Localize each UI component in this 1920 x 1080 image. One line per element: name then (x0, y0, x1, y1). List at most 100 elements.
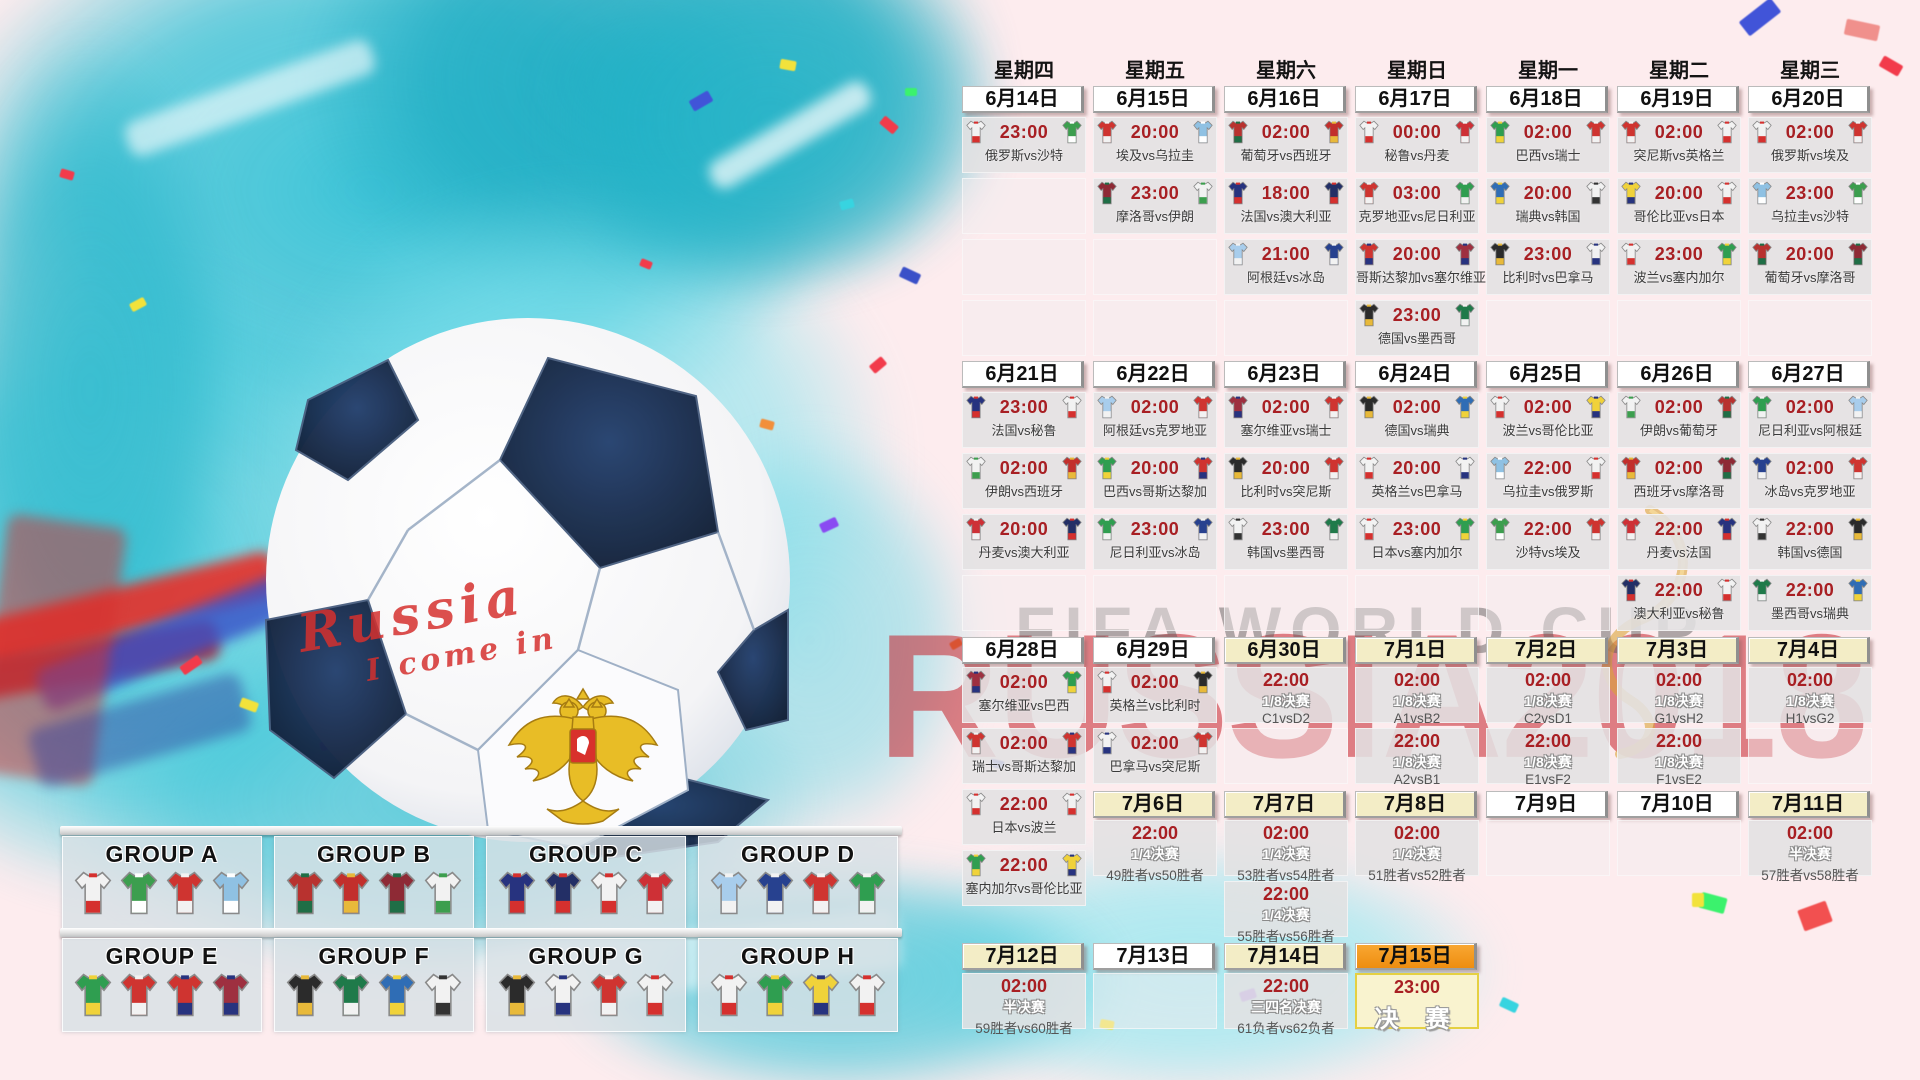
pairing-label: C1vsD2 (1261, 711, 1310, 726)
match-cell: 20:00 瑞典vs韩国 (1486, 178, 1610, 234)
jersey-icon (1455, 456, 1475, 480)
empty-cell (1617, 820, 1741, 876)
jersey-icon (1621, 456, 1641, 480)
match-time: 22:00 (1262, 670, 1310, 690)
empty-cell (1617, 300, 1741, 356)
empty-cell (962, 178, 1086, 234)
group-title: GROUP D (741, 841, 855, 867)
empty-cell (1224, 728, 1348, 784)
soccer-ball-artwork (248, 300, 808, 860)
knockout-cell: 22:00 1/8决赛 F1vsE2 (1617, 728, 1741, 787)
match-label: 日本vs波兰 (991, 820, 1057, 835)
match-cell: 20:00 哥斯达黎加vs塞尔维亚 (1355, 239, 1486, 295)
group-title: GROUP F (318, 943, 430, 969)
date-box: 6月16日 (1224, 86, 1346, 113)
jersey-icon (966, 731, 986, 755)
jersey-icon (1752, 120, 1772, 144)
match-cell: 22:00 丹麦vs法国 (1617, 514, 1741, 570)
final-cell: 23:00 决 赛 (1355, 973, 1479, 1033)
date-box: 6月24日 (1355, 361, 1477, 388)
jersey-icon (1324, 456, 1344, 480)
jersey-icon (1717, 456, 1737, 480)
jersey-icon (1490, 456, 1510, 480)
match-cell: 02:00 德国vs瑞典 (1355, 392, 1479, 448)
match-time: 02:00 (1524, 670, 1572, 690)
final-label: 决 赛 (1374, 1006, 1460, 1033)
jersey-icon (1586, 120, 1606, 144)
match-label: 日本vs塞内加尔 (1371, 545, 1463, 560)
empty-cell (1093, 239, 1217, 295)
jersey-icon (710, 973, 748, 1017)
jersey-icon (544, 871, 582, 915)
jersey-icon (1455, 120, 1475, 144)
jersey-icon (1193, 670, 1213, 694)
date-box: 6月28日 (962, 637, 1084, 664)
round-label: 1/4决赛 (1262, 846, 1310, 862)
confetti-piece (1797, 900, 1833, 932)
empty-cell (962, 239, 1086, 295)
jersey-icon (1455, 242, 1475, 266)
date-box: 7月2日 (1486, 637, 1608, 664)
jersey-icon (1359, 395, 1379, 419)
match-cell: 20:00 比利时vs突尼斯 (1224, 453, 1348, 509)
group-panel: GROUP E (62, 938, 262, 1032)
pairing-label: 55胜者vs56胜者 (1237, 929, 1335, 944)
weekday-label: 星期二 (1649, 60, 1709, 82)
jersey-icon (1717, 181, 1737, 205)
jersey-icon (1586, 456, 1606, 480)
knockout-cell: 02:00 1/8决赛 C2vsD1 (1486, 667, 1610, 726)
match-label: 埃及vs乌拉圭 (1115, 148, 1194, 163)
match-label: 突尼斯vs英格兰 (1633, 148, 1725, 163)
match-cell: 20:00 哥伦比亚vs日本 (1617, 178, 1741, 234)
jersey-icon (1752, 456, 1772, 480)
round-label: 1/8决赛 (1655, 754, 1703, 770)
match-time: 23:00 (1130, 518, 1180, 539)
match-cell: 00:00 秘鲁vs丹麦 (1355, 117, 1479, 173)
match-time: 23:00 (999, 121, 1049, 142)
match-label: 巴西vs瑞士 (1515, 148, 1581, 163)
match-cell: 20:00 葡萄牙vs摩洛哥 (1748, 239, 1872, 295)
match-time: 02:00 (1654, 121, 1704, 142)
pairing-label: A1vsB2 (1393, 711, 1441, 726)
jersey-icon (966, 120, 986, 144)
confetti-piece (905, 88, 917, 96)
knockout-cell: 02:00 1/8决赛 H1vsG2 (1748, 667, 1872, 726)
match-cell: 20:00 丹麦vs澳大利亚 (962, 514, 1086, 570)
weekday-label: 星期五 (1125, 60, 1185, 82)
jersey-icon (1228, 181, 1248, 205)
match-label: 德国vs瑞典 (1384, 423, 1450, 438)
match-time: 02:00 (1654, 457, 1704, 478)
jersey-icon (74, 973, 112, 1017)
match-label: 冰岛vs克罗地亚 (1764, 484, 1856, 499)
jersey-icon (1586, 242, 1606, 266)
date-box: 7月1日 (1355, 637, 1477, 664)
jersey-icon (1455, 181, 1475, 205)
round-label: 1/4决赛 (1393, 846, 1441, 862)
jersey-icon (966, 395, 986, 419)
match-time: 00:00 (1392, 121, 1442, 142)
match-time: 02:00 (1130, 732, 1180, 753)
group-jerseys (63, 973, 261, 1017)
jersey-icon (378, 973, 416, 1017)
knockout-cell: 02:00 1/4决赛 53胜者vs54胜者 (1224, 820, 1348, 883)
match-cell: 23:00 尼日利亚vs冰岛 (1093, 514, 1217, 570)
match-label: 沙特vs埃及 (1515, 545, 1581, 560)
match-time: 22:00 (1262, 976, 1310, 996)
jersey-icon (1455, 395, 1475, 419)
knockout-cell: 02:00 1/8决赛 G1vsH2 (1617, 667, 1741, 726)
match-label: 乌拉圭vs沙特 (1770, 209, 1849, 224)
match-time: 02:00 (999, 671, 1049, 692)
jersey-icon (966, 670, 986, 694)
match-time: 02:00 (1262, 823, 1310, 843)
match-time: 23:00 (999, 396, 1049, 417)
match-time: 23:00 (1261, 518, 1311, 539)
jersey-icon (1621, 517, 1641, 541)
match-time: 22:00 (1524, 731, 1572, 751)
knockout-cell: 02:00 半决赛 57胜者vs58胜者 (1748, 820, 1872, 883)
date-box: 7月11日 (1748, 791, 1870, 818)
match-cell: 22:00 韩国vs德国 (1748, 514, 1872, 570)
jersey-icon (166, 973, 204, 1017)
match-cell: 20:00 埃及vs乌拉圭 (1093, 117, 1217, 173)
match-cell: 22:00 日本vs波兰 (962, 789, 1086, 845)
